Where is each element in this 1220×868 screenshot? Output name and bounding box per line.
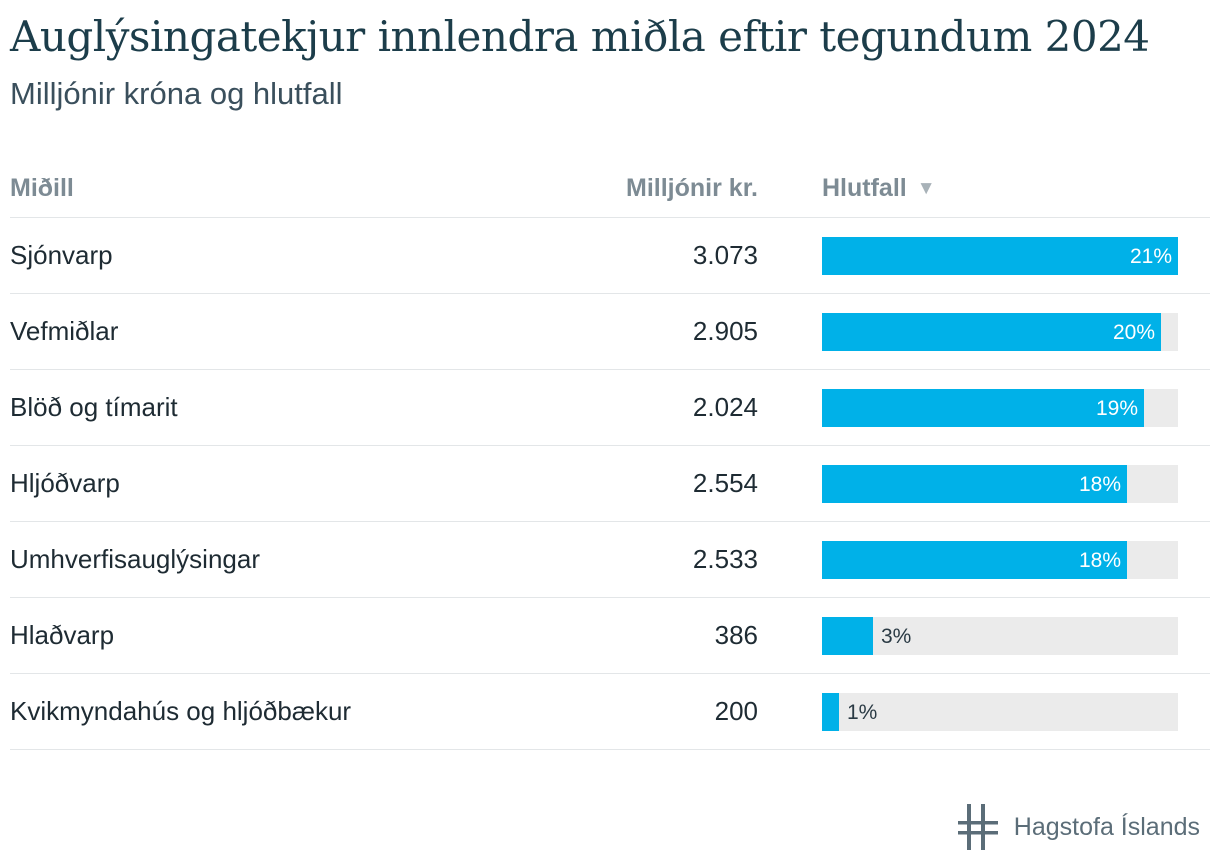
hagstofa-logo-icon [957,804,998,850]
row-name: Hljóðvarp [10,468,120,498]
table-row: Hljóðvarp 2.554 18% [10,446,1210,522]
column-header-share-label: Hlutfall [822,174,907,202]
share-bar [822,617,873,655]
row-value: 2.554 [692,468,758,498]
hagstofa-logo: Hagstofa Íslands [957,804,1200,850]
share-bar [822,313,1161,351]
chart-title: Auglýsingatekjur innlendra miðla eftir t… [10,12,1150,61]
share-label: 18% [1078,549,1121,572]
share-bar [822,465,1127,503]
share-bar [822,237,1178,275]
share-bar [822,541,1127,579]
chart-subtitle: Milljónir króna og hlutfall [10,76,343,111]
column-header-value[interactable]: Milljónir kr. [626,174,758,202]
table-row: Hlaðvarp 386 3% [10,598,1210,674]
logo-text: Hagstofa Íslands [1013,812,1200,841]
table-row: Vefmiðlar 2.905 20% [10,294,1210,370]
table-row: Kvikmyndahús og hljóðbækur 200 1% [10,674,1210,750]
table-header: Miðill Milljónir kr. Hlutfall ▼ [10,150,1210,218]
column-header-name[interactable]: Miðill [10,174,74,202]
share-bar-track: 3% [822,617,1178,655]
row-name: Blöð og tímarit [10,392,178,422]
row-value: 2.533 [692,544,758,574]
share-label: 20% [1112,321,1155,344]
row-name: Hlaðvarp [10,620,115,650]
share-label: 19% [1095,397,1138,420]
share-bar-track: 18% [822,541,1178,579]
share-label: 21% [1129,245,1172,268]
share-bar [822,693,839,731]
table-row: Blöð og tímarit 2.024 19% [10,370,1210,446]
row-name: Umhverfisauglýsingar [10,544,260,574]
share-bar-track: 1% [822,693,1178,731]
sort-descending-icon[interactable]: ▼ [916,178,936,199]
row-value: 3.073 [692,240,758,270]
row-value: 2.905 [692,316,758,346]
share-label: 18% [1078,473,1121,496]
row-name: Vefmiðlar [10,316,119,346]
share-bar-track: 19% [822,389,1178,427]
data-table: Miðill Milljónir kr. Hlutfall ▼ Sjónvarp 3… [10,150,1210,750]
share-label: 1% [847,701,878,724]
column-header-share[interactable]: Hlutfall ▼ [822,174,936,203]
row-value: 386 [714,620,758,650]
share-bar [822,389,1144,427]
table-row: Sjónvarp 3.073 21% [10,218,1210,294]
share-bar-track: 21% [822,237,1178,275]
table-body: Sjónvarp 3.073 21% Vefmiðlar 2.905 20% Blöð og… [10,218,1210,750]
table-row: Umhverfisauglýsingar 2.533 18% [10,522,1210,598]
share-bar-track: 20% [822,313,1178,351]
share-label: 3% [881,625,912,648]
row-name: Sjónvarp [10,240,113,270]
share-bar-track: 18% [822,465,1178,503]
row-value: 2.024 [692,392,758,422]
row-name: Kvikmyndahús og hljóðbækur [10,696,352,726]
row-value: 200 [714,696,758,726]
